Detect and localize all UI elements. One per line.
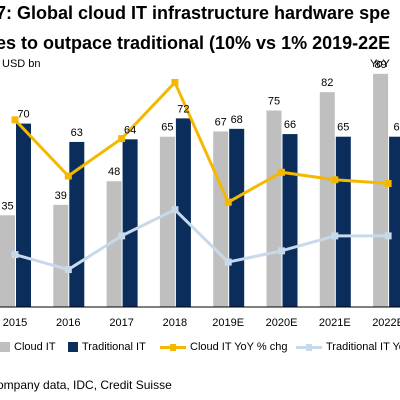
legend-item-traditional-yoy: Traditional IT YoY [296,341,400,353]
marker-cloud-it-yoy-chg-2018 [171,78,179,86]
marker-cloud-it-yoy-chg-2015 [11,116,19,124]
legend-item-traditional-it: Traditional IT [68,341,146,353]
bar-cloud-it-2015 [0,215,15,307]
bar-traditional-it-2018 [175,118,191,307]
marker-cloud-it-yoy-chg-2016 [64,172,72,180]
data-label-cloud-it-2015: 35 [1,200,13,212]
data-label-traditional-it-2022E: 6 [394,122,400,134]
x-tick-label-2018: 2018 [163,317,187,329]
data-labels-layer: 35 70 39 63 48 64 65 72 67 68 75 66 82 65 89 6 [1,59,399,212]
right-axis-unit: YoY [370,58,390,70]
legend-label-traditional-it: Traditional IT [82,341,146,353]
legend-swatch-traditional-yoy [296,343,322,351]
bar-cloud-it-2019E [213,131,229,307]
legend-label-traditional-yoy: Traditional IT YoY [326,341,400,353]
data-label-cloud-it-2021E: 82 [321,77,333,89]
marker-traditional-it-yoy-2018 [171,206,179,214]
marker-cloud-it-yoy-chg-2021E [331,176,339,184]
marker-traditional-it-yoy-2019E [224,258,232,266]
bar-cloud-it-2020E [266,110,282,307]
data-label-traditional-it-2019E: 68 [231,114,243,126]
data-label-traditional-it-2016: 63 [71,127,83,139]
lines-layer [11,78,392,274]
line-traditional-it-yoy [14,208,389,272]
bar-cloud-it-2021E [319,92,335,307]
marker-traditional-it-yoy-2016 [64,266,72,274]
legend-item-cloud-yoy: Cloud IT YoY % chg [160,341,287,353]
marker-cloud-it-yoy-chg-2017 [118,135,126,143]
data-label-traditional-it-2015: 70 [17,109,29,121]
data-label-traditional-it-2021E: 65 [337,122,349,134]
marker-traditional-it-yoy-2020E [278,247,285,255]
x-tick-label-2019E: 2019E [212,317,244,329]
data-label-cloud-it-2020E: 75 [268,96,280,108]
chart-title: 7: Global cloud IT infrastructure hardwa… [0,0,400,58]
title-line-1: 7: Global cloud IT infrastructure hardwa… [0,3,391,23]
x-axis-ticks: 2015 2016 2017 2018 2019E 2020E 2021E 2022E [3,317,400,329]
x-tick-label-2022E: 2022E [372,317,400,329]
marker-traditional-it-yoy-2015 [11,251,19,259]
data-label-cloud-it-2016: 39 [55,190,67,202]
marker-cloud-it-yoy-chg-2019E [224,198,232,206]
legend-item-cloud-it: Cloud IT [0,341,56,353]
legend-swatch-cloud-it [0,342,10,352]
combo-chart: 35 70 39 63 48 64 65 72 67 68 75 66 82 65 89 6 2015 2016… [0,59,400,329]
x-tick-label-2021E: 2021E [319,317,351,329]
data-label-traditional-it-2017: 64 [124,124,136,136]
data-label-cloud-it-2018: 65 [161,122,173,134]
source-note: ompany data, IDC, Credit Suisse [0,378,172,392]
data-label-cloud-it-2022E: 89 [374,59,386,71]
marker-cloud-it-yoy-chg-2020E [278,168,285,176]
line-cloud-it-yoy-chg [13,80,389,204]
data-label-cloud-it-2017: 48 [108,166,120,178]
data-label-cloud-it-2019E: 67 [215,116,227,128]
legend-swatch-traditional-it [68,342,78,352]
title-line-2: es to outpace traditional (10% vs 1% 201… [0,33,391,53]
bar-traditional-it-2021E [335,136,351,307]
bar-traditional-it-2017 [122,139,138,307]
bar-cloud-it-2018 [159,136,175,307]
marker-traditional-it-yoy-2021E [331,232,339,240]
bar-traditional-it-2015 [16,123,31,307]
data-label-traditional-it-2020E: 66 [284,119,296,131]
legend-label-cloud-it: Cloud IT [14,341,56,353]
bar-traditional-it-2019E [229,128,245,307]
left-axis-unit: USD bn [2,58,41,70]
marker-cloud-it-yoy-chg-2022E [384,179,392,187]
chart-legend: Cloud IT Traditional IT Cloud IT YoY % c… [0,341,400,361]
bar-traditional-it-2020E [282,134,298,307]
marker-traditional-it-yoy-2017 [118,232,126,240]
x-tick-label-2020E: 2020E [266,317,298,329]
bar-traditional-it-2022E [389,136,400,307]
legend-swatch-cloud-yoy [160,343,186,351]
x-tick-label-2016: 2016 [56,317,80,329]
bar-cloud-it-2016 [53,204,69,307]
marker-traditional-it-yoy-2022E [384,232,392,240]
data-label-traditional-it-2018: 72 [177,103,189,115]
x-tick-label-2017: 2017 [109,317,133,329]
bar-cloud-it-2022E [373,73,389,307]
x-tick-label-2015: 2015 [3,317,27,329]
bar-cloud-it-2017 [106,181,122,307]
legend-label-cloud-yoy: Cloud IT YoY % chg [190,341,288,353]
